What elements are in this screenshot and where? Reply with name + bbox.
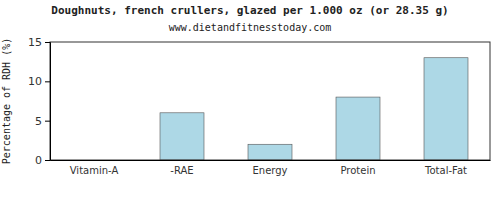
x-tick: Vitamin-A [70, 160, 119, 176]
x-tick-label: Energy [252, 165, 287, 176]
y-tick-mark [45, 121, 50, 122]
y-axis-title: Percentage of RDH (%) [1, 38, 12, 164]
y-tick-mark [45, 81, 50, 82]
x-axis: Vitamin-A -RAE Energy Protein Total-Fat [51, 160, 491, 176]
y-tick-label: 0 [35, 154, 42, 167]
y-axis: 0 5 10 15 [28, 36, 51, 167]
chart: 0 5 10 15 Vitamin-A -RAE Energy Protein Total-Fa… [0, 0, 500, 200]
y-tick-label: 5 [35, 115, 42, 128]
x-tick-label: -RAE [170, 165, 193, 176]
y-tick-label: 15 [28, 36, 42, 49]
y-tick: 15 [28, 36, 50, 49]
y-tick: 5 [35, 115, 50, 128]
title: Doughnuts, french crullers, glazed per 1… [51, 4, 448, 17]
bar [424, 58, 468, 160]
y-tick-mark [45, 160, 50, 161]
x-tick-label: Vitamin-A [70, 165, 119, 176]
x-tick-label: Protein [340, 165, 375, 176]
frame [50, 42, 490, 160]
bar [248, 144, 292, 160]
y-tick-mark [45, 42, 50, 43]
subtitle: www.dietandfitnesstoday.com [169, 22, 332, 33]
y-tick: 0 [35, 154, 50, 167]
x-tick: -RAE [170, 160, 193, 176]
bar [160, 113, 204, 160]
x-axis-line [51, 160, 491, 161]
plot: 0 5 10 15 Vitamin-A -RAE Energy Protein Total-Fa… [28, 36, 491, 176]
y-axis-line [45, 43, 51, 161]
x-tick: Total-Fat [424, 160, 467, 176]
y-tick-label: 10 [28, 75, 42, 88]
x-tick: Energy [252, 160, 287, 176]
x-tick-label: Total-Fat [424, 165, 467, 176]
y-tick: 10 [28, 75, 50, 88]
x-tick: Protein [340, 160, 375, 176]
bar [336, 97, 380, 160]
bars [160, 58, 468, 160]
